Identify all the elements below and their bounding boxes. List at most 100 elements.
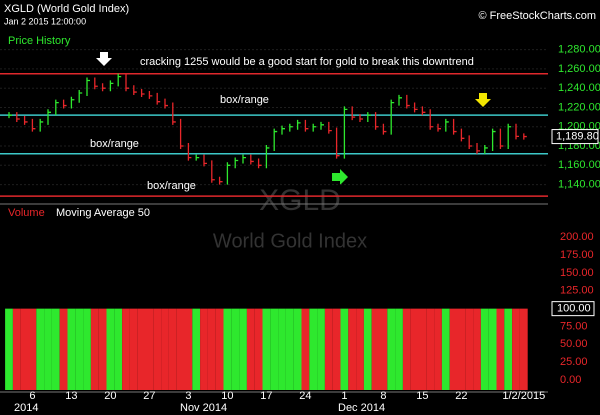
volume-bar xyxy=(488,308,497,390)
price-bar xyxy=(78,90,83,103)
last-box xyxy=(551,301,595,317)
price-bar xyxy=(374,112,379,130)
price-bar xyxy=(351,106,356,121)
volume-bar xyxy=(379,308,388,390)
price-bar xyxy=(273,128,278,151)
volume-bar xyxy=(161,308,169,390)
annotation: box/range xyxy=(90,138,139,150)
price-bar xyxy=(304,119,309,132)
price-bar xyxy=(265,144,270,169)
price-bar xyxy=(460,128,465,142)
volume-bar xyxy=(114,308,123,390)
volume-bar xyxy=(129,308,138,390)
month-label: Dec 2014 xyxy=(338,402,385,414)
volume-bar xyxy=(371,308,380,390)
price-bar xyxy=(421,106,426,116)
price-bar xyxy=(296,119,301,130)
volume-bar xyxy=(254,308,263,390)
price-bar xyxy=(367,112,371,123)
y-tick-label: 1,140.00 xyxy=(558,178,600,190)
price-bar xyxy=(499,128,504,150)
month-label: 2014 xyxy=(14,402,38,414)
y-tick-label: 1,240.00 xyxy=(558,82,600,94)
price-bar xyxy=(406,94,410,109)
volume-bar xyxy=(44,308,52,390)
volume-bar xyxy=(168,308,177,390)
volume-bar xyxy=(301,308,310,390)
price-bar xyxy=(218,176,223,185)
price-bar xyxy=(164,98,168,109)
price-bar xyxy=(226,162,231,185)
y-tick-label: 1,280.00 xyxy=(558,44,600,56)
volume-bar xyxy=(441,308,450,390)
y-tick-label: 1,200.00 xyxy=(558,121,600,133)
price-bar xyxy=(413,102,418,113)
price-bar xyxy=(195,154,200,161)
volume-bar xyxy=(309,308,318,390)
price-bar xyxy=(523,133,527,140)
annotation: box/range xyxy=(220,94,269,106)
last-label: 100.00 xyxy=(557,303,591,315)
price-bar xyxy=(242,154,246,164)
volume-bar xyxy=(332,308,341,390)
price-bar xyxy=(23,116,28,125)
y-tick-label: 25.00 xyxy=(560,356,588,368)
price-bar xyxy=(101,83,106,92)
month-label: Nov 2014 xyxy=(180,402,227,414)
price-bar xyxy=(320,121,324,130)
volume-bar xyxy=(457,308,466,390)
volume-bar xyxy=(192,308,201,390)
volume-bar xyxy=(215,308,224,390)
price-bar xyxy=(445,118,449,132)
volume-bar xyxy=(387,308,396,390)
volume-bar xyxy=(207,308,216,390)
price-bar xyxy=(328,121,332,134)
volume-bar xyxy=(12,308,21,390)
volume-bar xyxy=(83,308,91,390)
price-bar xyxy=(281,125,285,135)
price-bar xyxy=(390,99,395,135)
y-tick-label: 75.00 xyxy=(560,320,588,332)
price-bar xyxy=(8,112,12,119)
annotation: box/range xyxy=(147,180,196,192)
price-bar xyxy=(491,128,496,151)
volume-bar xyxy=(418,308,427,390)
volume-bar xyxy=(480,308,489,390)
price-bar xyxy=(398,94,402,106)
x-tick-label: 24 xyxy=(299,390,311,402)
price-bar xyxy=(250,154,254,165)
volume-bar xyxy=(512,308,520,390)
volume-bar xyxy=(200,308,208,390)
volume-bar xyxy=(473,308,481,390)
volume-bar xyxy=(340,308,349,390)
price-bar xyxy=(515,123,519,140)
price-bar xyxy=(172,102,176,125)
volume-bar xyxy=(449,308,458,390)
volume-bar xyxy=(90,308,99,390)
y-tick-label: 1,160.00 xyxy=(558,159,600,171)
price-bar xyxy=(335,127,340,159)
x-tick-label: 20 xyxy=(104,390,116,402)
x-tick-label: 15 xyxy=(416,390,428,402)
volume-bar xyxy=(67,308,76,390)
volume-bar xyxy=(223,308,232,390)
y-tick-label: 125.00 xyxy=(560,285,594,297)
price-bar xyxy=(70,96,75,109)
last-box xyxy=(551,129,599,145)
volume-bar xyxy=(176,308,185,390)
y-tick-label: 175.00 xyxy=(560,249,594,261)
volume-bar xyxy=(231,308,240,390)
volume-bar xyxy=(270,308,279,390)
price-bar xyxy=(289,123,293,132)
y-tick-label: 1,260.00 xyxy=(558,63,600,75)
volume-bar xyxy=(59,308,68,390)
volume-bar xyxy=(285,308,294,390)
volume-bar xyxy=(348,308,357,390)
panel-title: Price History xyxy=(8,35,71,47)
arrow xyxy=(96,52,112,66)
price-bar xyxy=(117,73,122,87)
price-bar xyxy=(359,114,363,123)
price-bar xyxy=(343,106,348,159)
volume-bar xyxy=(324,308,333,390)
price-bar xyxy=(148,90,153,99)
